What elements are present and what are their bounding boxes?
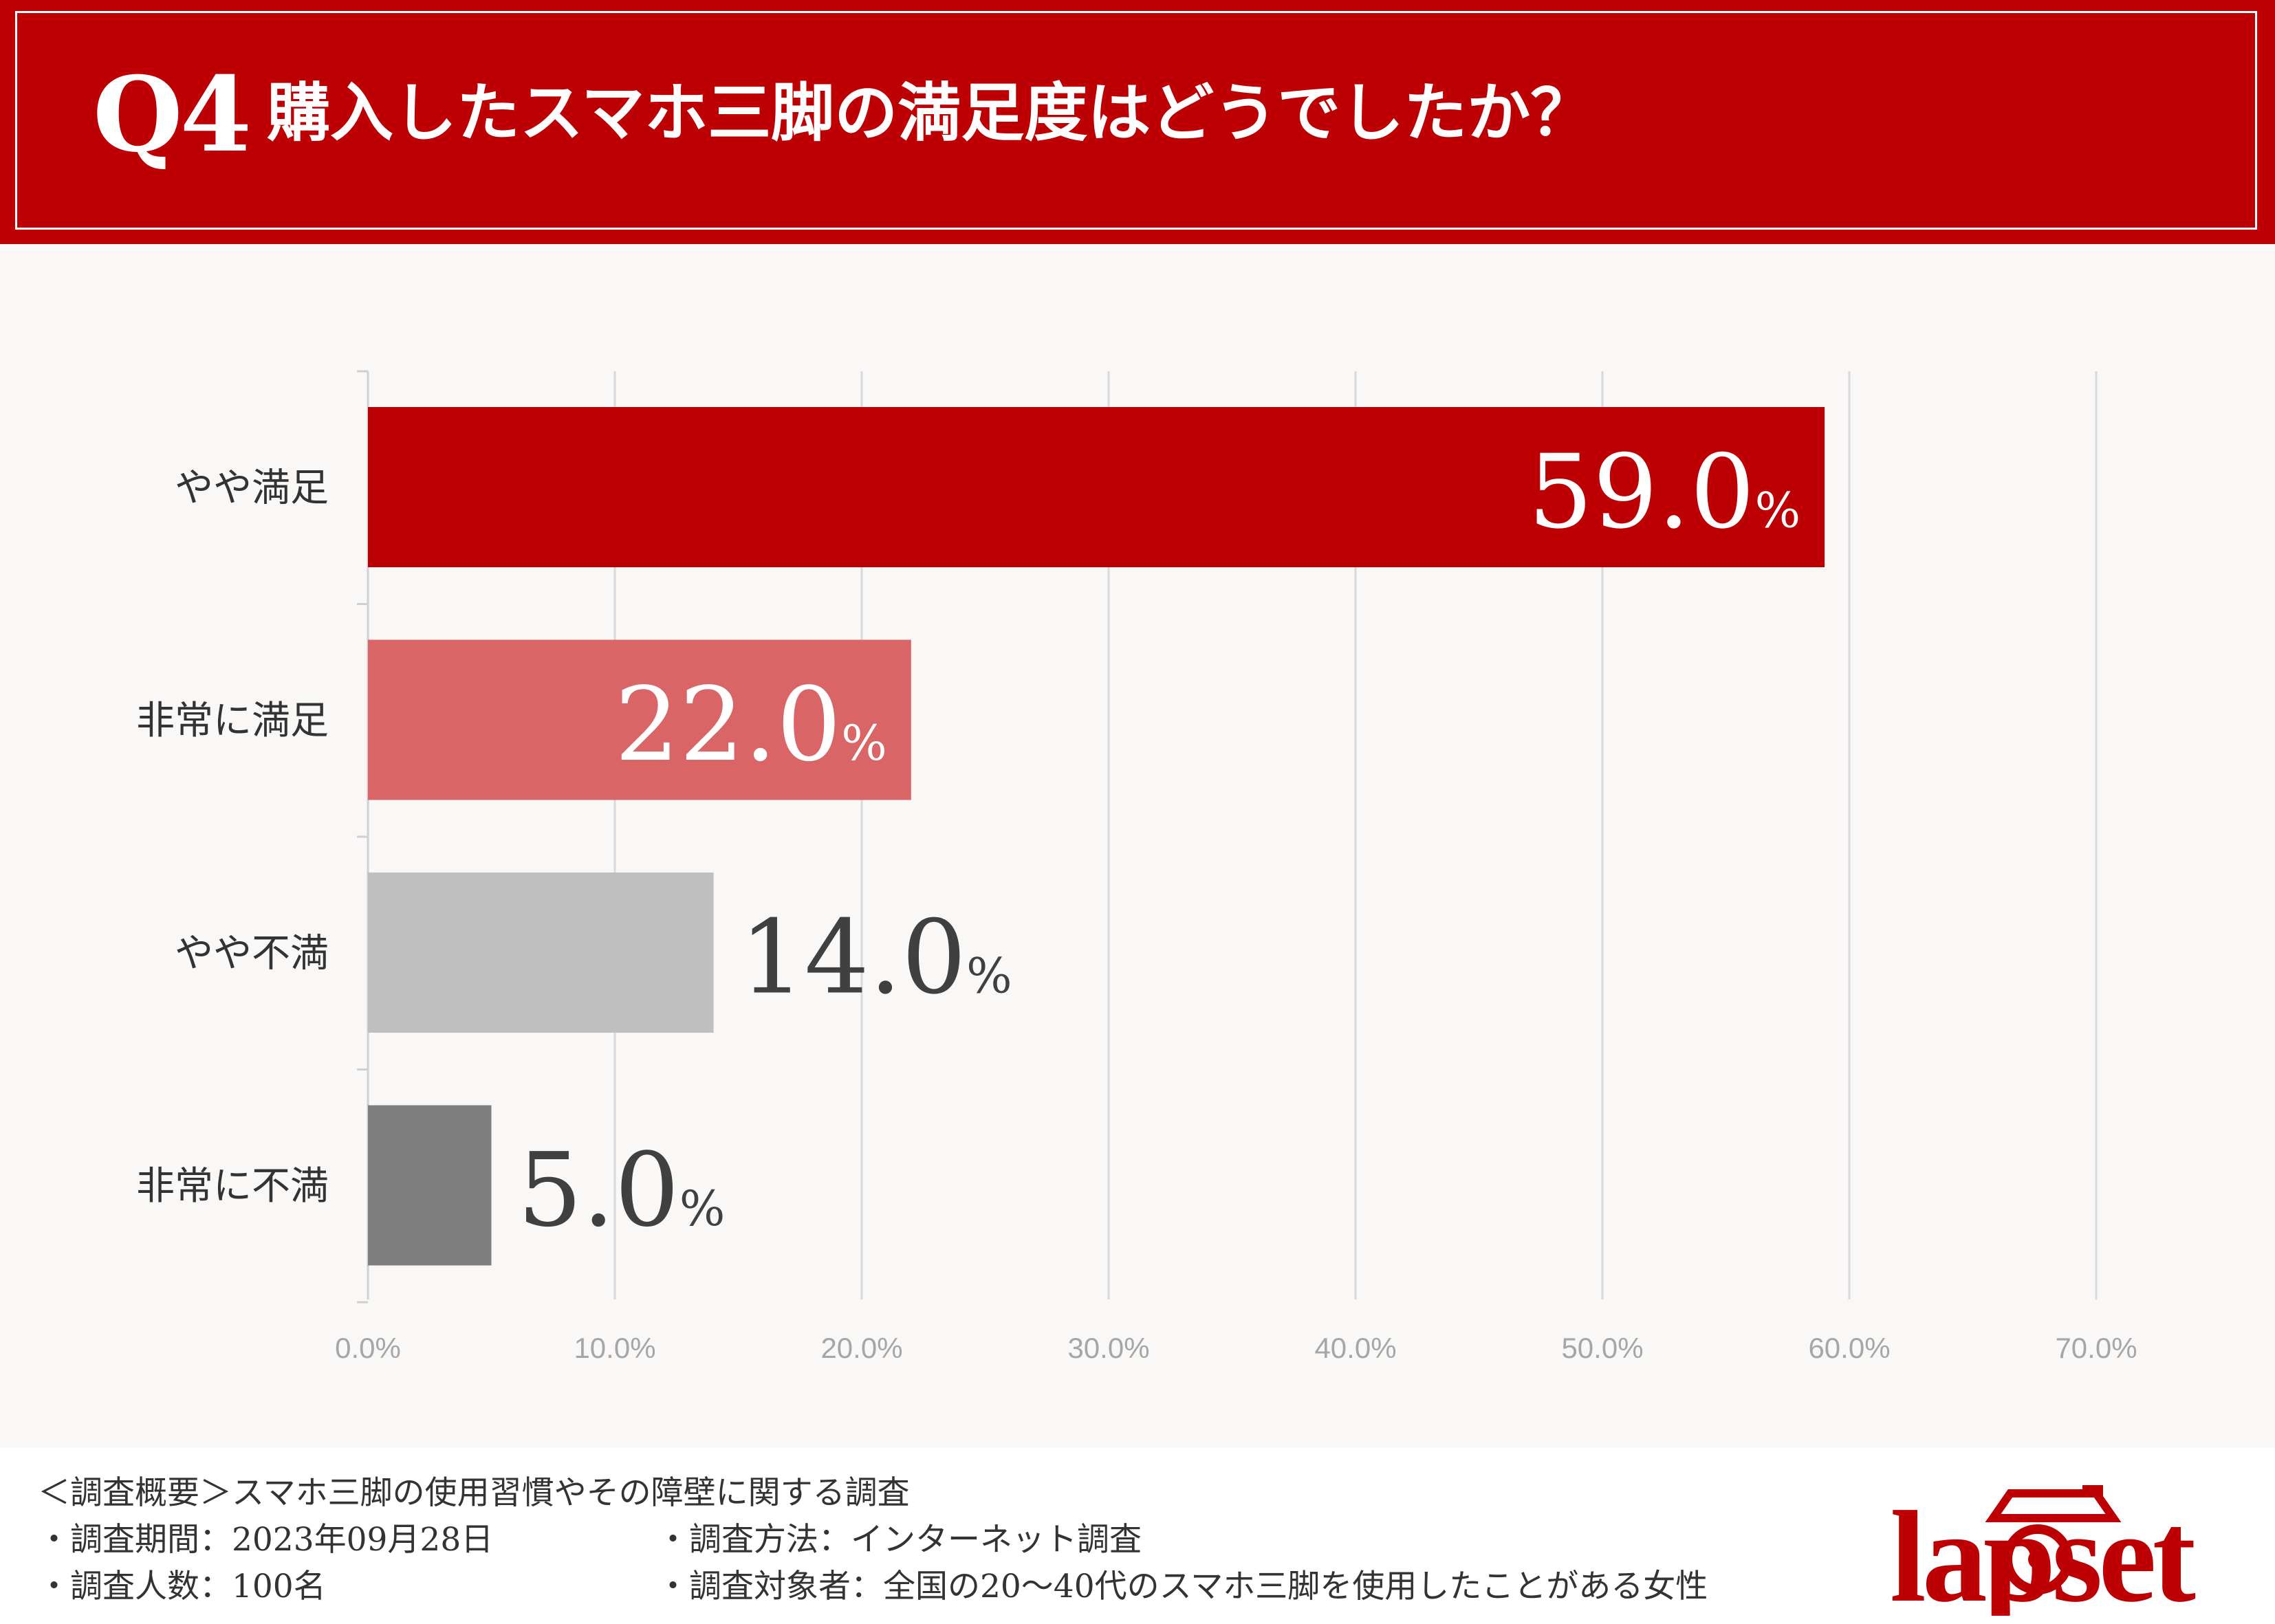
data-label-value: 5.0 [518,1131,679,1249]
data-label-value: 14.0 [740,899,967,1017]
header-frame [15,11,2257,230]
x-tick-label: 10.0% [574,1332,655,1364]
category-label: やや不満 [175,932,329,976]
data-label: 59.0% [1528,433,1800,551]
data-label: 14.0% [740,899,1012,1017]
survey-count: ・調査人数：100名 [38,1568,326,1605]
svg-text:lapset: lapset [1890,1485,2196,1616]
bar [368,639,911,800]
lapset-logo: lapset [1890,1485,2200,1616]
bar [368,407,1825,567]
x-tick-label: 50.0% [1561,1332,1643,1364]
x-tick-label: 40.0% [1314,1332,1396,1364]
survey-footer: ＜調査概要＞スマホ三脚の使用習慣やその障壁に関する調査 ・調査期間：2023年0… [0,1447,2275,1624]
x-tick-label: 0.0% [335,1332,401,1364]
x-tick-label: 60.0% [1808,1332,1890,1364]
camera-icon [1985,1485,2122,1522]
data-label-unit: % [841,715,887,771]
question-number: Q4 [93,54,252,175]
data-label-unit: % [679,1181,726,1237]
data-label: 5.0% [518,1131,726,1249]
survey-target: ・調査対象者：全国の20〜40代のスマホ三脚を使用したことがある女性 [657,1568,1708,1605]
header-banner: Q4 購入したスマホ三脚の満足度はどうでしたか？ [0,0,2275,244]
bar [368,873,714,1033]
data-label-unit: % [966,948,1012,1005]
page-title: 購入したスマホ三脚の満足度はどうでしたか？ [267,76,1594,150]
x-tick-label: 30.0% [1067,1332,1149,1364]
survey-summary: ＜調査概要＞スマホ三脚の使用習慣やその障壁に関する調査 [38,1474,910,1512]
survey-period: ・調査期間：2023年09月28日 [38,1521,494,1559]
category-label: やや満足 [175,466,329,511]
x-tick-label: 20.0% [820,1332,902,1364]
data-label: 22.0% [615,666,887,784]
data-label-value: 22.0 [615,666,842,784]
category-label: 非常に満足 [136,699,329,743]
x-tick-label: 70.0% [2055,1332,2137,1364]
bar [368,1105,492,1266]
data-label-unit: % [1755,483,1801,539]
category-label: 非常に不満 [136,1164,329,1209]
data-label-value: 59.0 [1528,433,1755,551]
survey-method: ・調査方法：インターネット調査 [657,1521,1142,1559]
